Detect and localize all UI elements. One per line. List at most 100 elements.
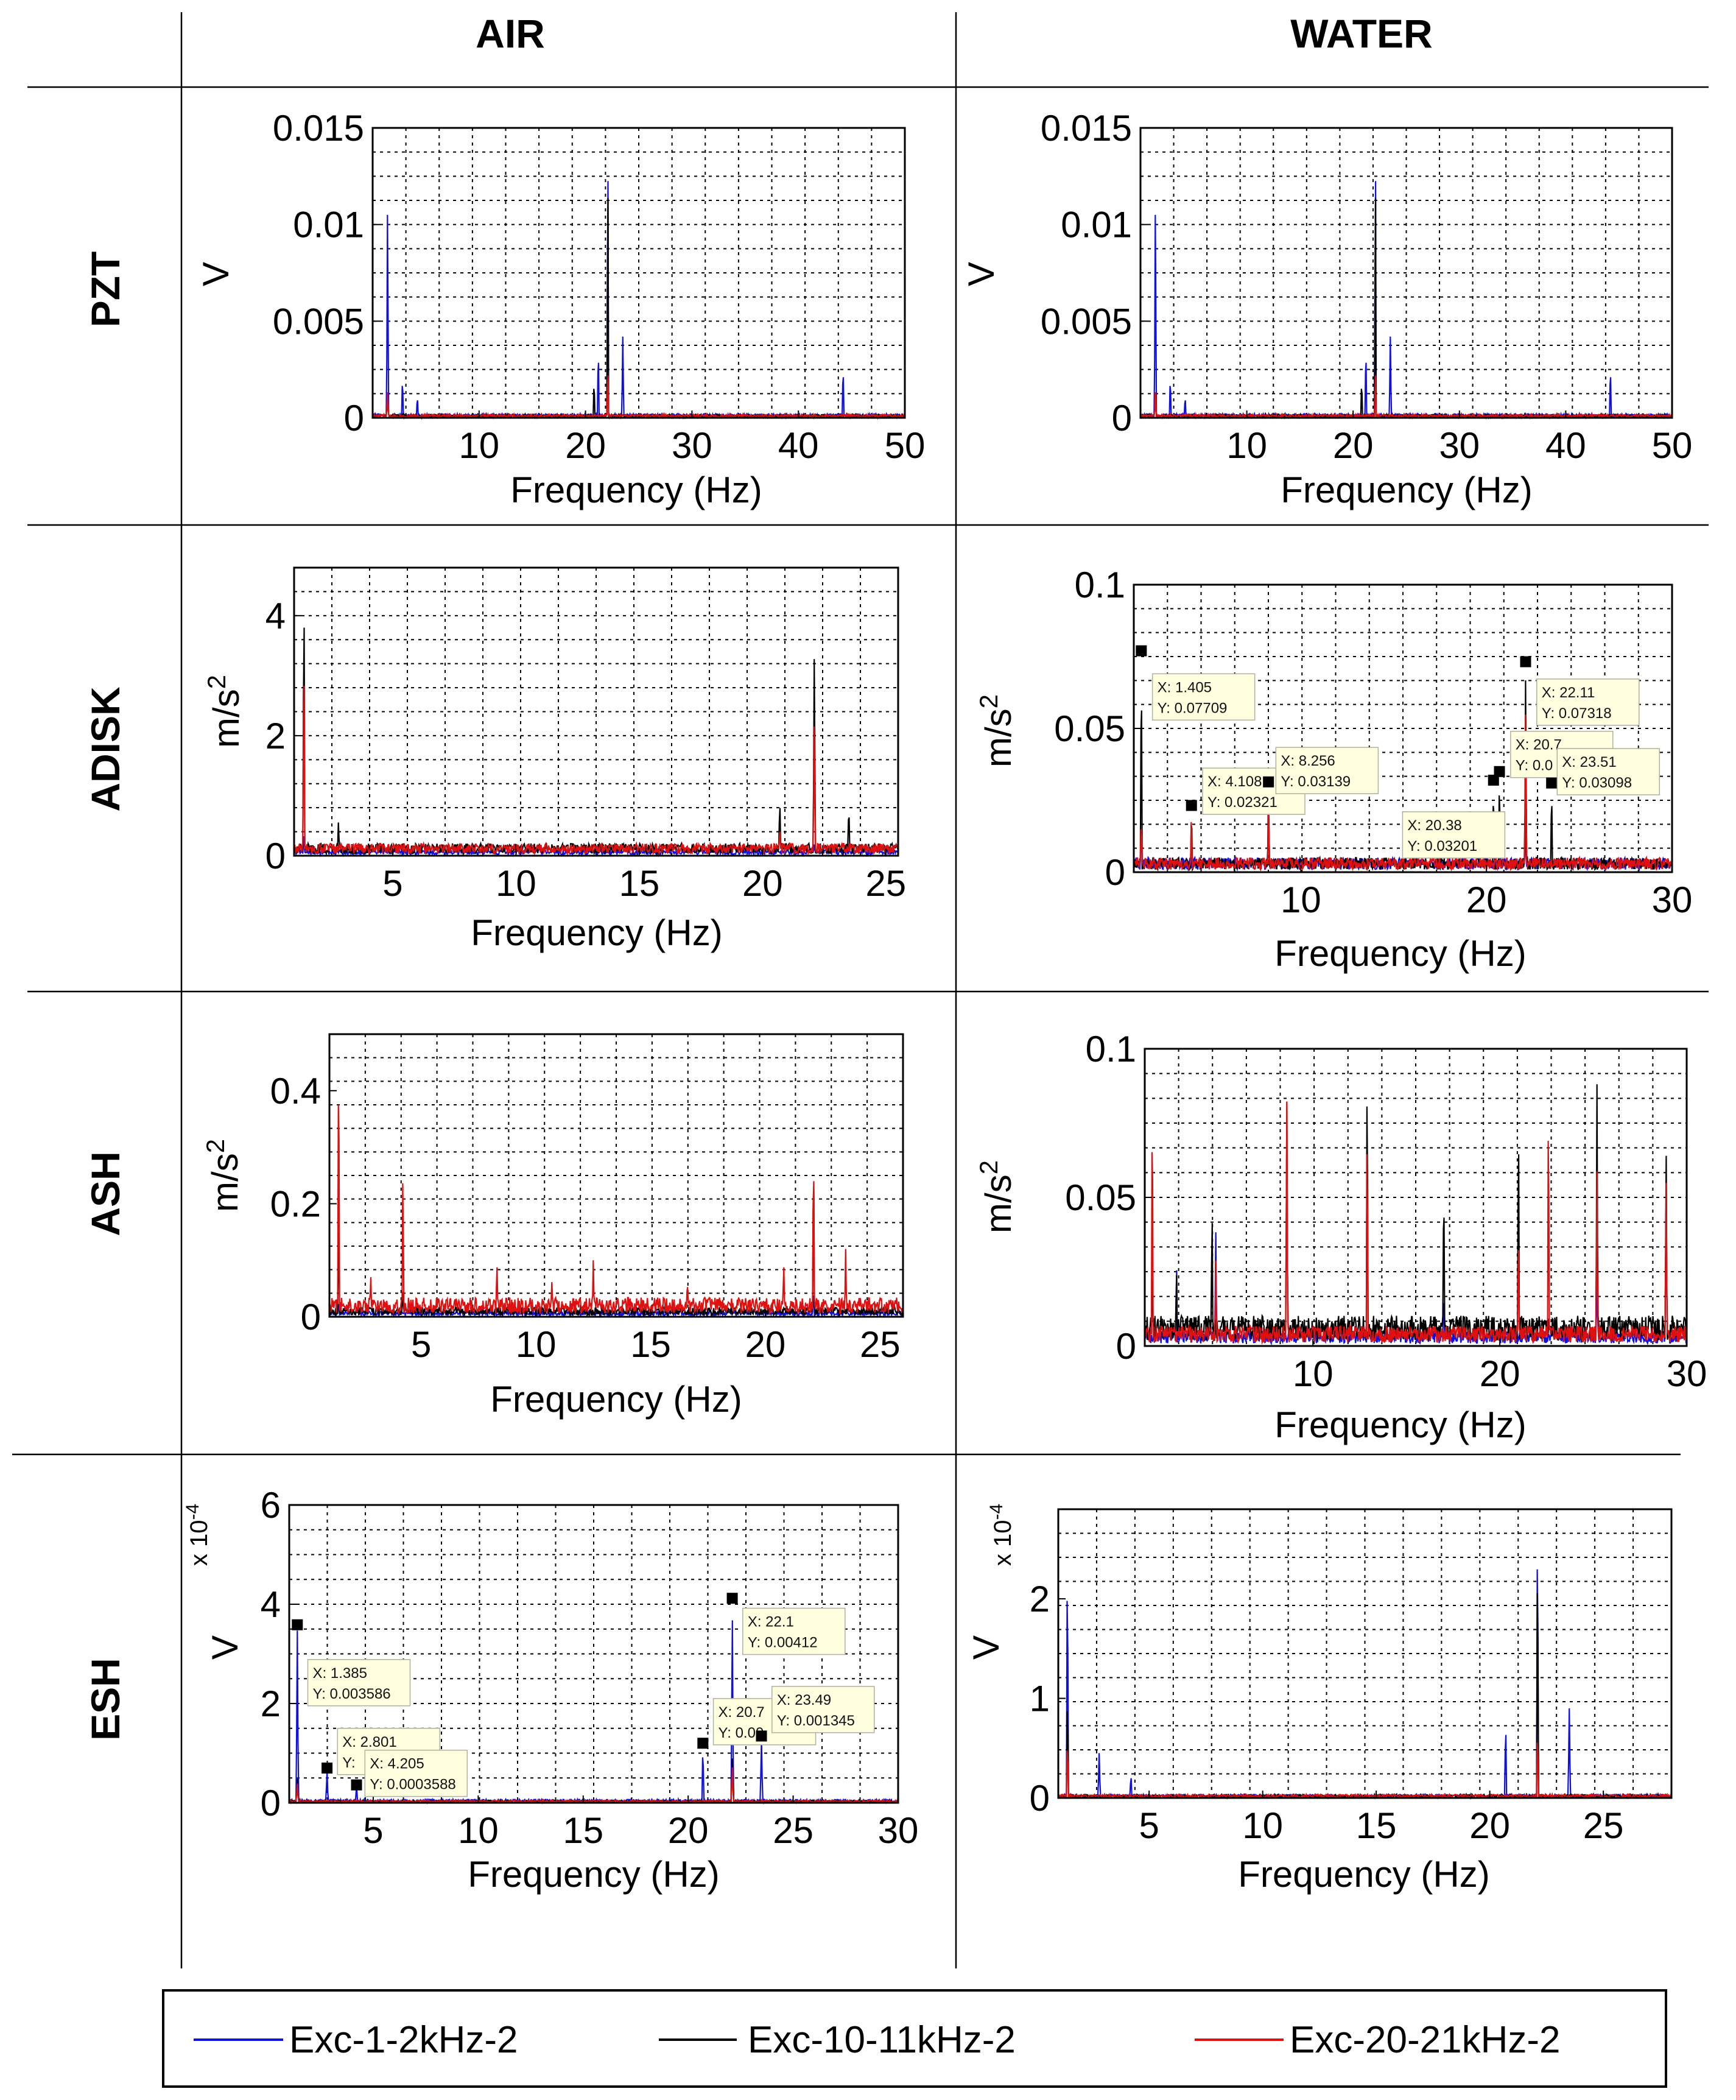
y-exponent-label: x 10-4 — [986, 1504, 1016, 1566]
datatip-marker — [322, 1762, 333, 1774]
datatip-marker — [697, 1738, 709, 1749]
y-tick-label: 0 — [1112, 398, 1132, 439]
gridlines — [1145, 1049, 1687, 1346]
datatip-marker — [292, 1619, 303, 1630]
x-tick-label: 10 — [1293, 1353, 1334, 1394]
x-tick-label: 5 — [1139, 1805, 1159, 1846]
datatip-box — [771, 1686, 875, 1733]
datatip-box — [1275, 747, 1379, 794]
datatip-x: X: 1.405 — [1158, 679, 1212, 696]
datatip-x: X: 22.11 — [1542, 685, 1595, 701]
chart-adisk-air: 5 10 15 20 25 0 2 4 Frequency (Hz) m/s2 — [202, 566, 906, 953]
datatip-y: Y: 0.02321 — [1207, 794, 1277, 811]
x-tick-label: 50 — [1652, 425, 1693, 466]
x-tick-label: 30 — [878, 1810, 919, 1851]
datatip-x: X: 22.1 — [748, 1614, 794, 1630]
table-grid — [12, 12, 1709, 1968]
x-tick-label: 5 — [382, 863, 402, 904]
y-axis-label: V — [205, 1635, 245, 1660]
plot-frame — [1139, 127, 1673, 419]
legend-label-exc-1-2khz: Exc-1-2kHz-2 — [289, 2019, 518, 2061]
column-header-water: WATER — [1290, 11, 1432, 56]
datatip-box — [1536, 678, 1640, 726]
x-axis-label: Frequency (Hz) — [1281, 470, 1532, 510]
datatip-box — [364, 1749, 468, 1797]
x-tick-label: 25 — [860, 1324, 901, 1365]
datatip-box — [1556, 748, 1660, 795]
x-tick-label: 30 — [1439, 425, 1480, 466]
x-tick-label: 20 — [1333, 425, 1374, 466]
x-tick-label: 5 — [411, 1324, 431, 1365]
gridlines — [329, 1034, 903, 1317]
y-tick-label: 0.005 — [1041, 301, 1132, 342]
x-tick-label: 10 — [516, 1324, 557, 1365]
x-axis-label: Frequency (Hz) — [1274, 933, 1526, 974]
datatip-marker — [1263, 776, 1274, 788]
x-tick-label: 25 — [1583, 1805, 1624, 1846]
y-tick-label: 1 — [1030, 1679, 1050, 1719]
y-tick-label: 0 — [301, 1297, 321, 1337]
datatip-box — [742, 1607, 846, 1655]
series-line-2 — [293, 686, 899, 856]
y-tick-label: 0.1 — [1075, 565, 1125, 605]
y-tick-label: 4 — [261, 1584, 281, 1625]
x-tick-label: 20 — [668, 1810, 709, 1851]
y-tick-label: 0 — [1105, 852, 1125, 893]
datatip-y: Y: 0.07709 — [1158, 700, 1228, 716]
datatip-y: Y: 0.0003588 — [370, 1777, 455, 1793]
y-tick-label: 0.05 — [1065, 1177, 1136, 1218]
datatip-marker — [1546, 777, 1558, 789]
datatip-marker — [726, 1593, 738, 1604]
y-tick-label: 0.01 — [1061, 205, 1132, 245]
series-line-2 — [1144, 1101, 1688, 1345]
datatip-marker — [1488, 774, 1499, 786]
y-tick-label: 2 — [261, 1683, 281, 1724]
x-tick-label: 25 — [773, 1810, 814, 1851]
datatip-y: Y: 0.0 — [1516, 758, 1553, 774]
datatip-y: Y: 0.03098 — [1562, 775, 1632, 791]
y-axis-label: V — [966, 1635, 1007, 1660]
y-exponent-label: x 10-4 — [183, 1504, 213, 1566]
x-tick-label: 15 — [563, 1810, 603, 1851]
datatip-box — [307, 1659, 411, 1707]
legend-box — [162, 1989, 1667, 2088]
plot-frame — [293, 566, 899, 857]
series-line-2 — [1140, 375, 1673, 420]
x-tick-label: 30 — [1652, 879, 1693, 920]
y-tick-label: 4 — [265, 596, 286, 636]
x-tick-label: 15 — [1356, 1805, 1397, 1846]
chart-esh-water: 5 10 15 20 25 0 1 2 Frequency (Hz) Vx 10-4 — [966, 1504, 1673, 1895]
x-tick-label: 10 — [459, 425, 499, 466]
x-tick-label: 30 — [1667, 1353, 1707, 1394]
y-tick-label: 2 — [1030, 1579, 1050, 1619]
datatip-y: Y: 0.00412 — [748, 1635, 818, 1651]
y-tick-label: 0.015 — [273, 108, 364, 149]
y-tick-label: 0.005 — [273, 301, 364, 342]
y-axis-label: m/s2 — [974, 694, 1019, 767]
x-tick-label: 5 — [363, 1810, 383, 1851]
datatip-x: X: 23.49 — [777, 1692, 831, 1708]
gridlines — [1140, 128, 1672, 418]
y-tick-label: 0 — [1116, 1326, 1136, 1367]
legend: Exc-1-2kHz-2 Exc-10-11kHz-2 Exc-20-21kHz… — [162, 1989, 1667, 2088]
y-tick-label: 0 — [344, 398, 364, 439]
row-header-adisk: ADISK — [83, 686, 128, 812]
table-headers: AIR WATER PZT ADISK ASH ESH — [83, 11, 1433, 1741]
y-tick-label: 6 — [261, 1485, 281, 1526]
y-axis-label: V — [961, 262, 1002, 286]
datatip-x: X: 2.801 — [342, 1734, 396, 1750]
x-tick-label: 10 — [496, 863, 536, 904]
datatip-marker — [1494, 766, 1505, 777]
datatip-y: Y: 0.03139 — [1281, 773, 1351, 790]
legend-label-exc-20-21khz: Exc-20-21kHz-2 — [1290, 2019, 1560, 2061]
series-line-2 — [372, 375, 905, 420]
y-tick-label: 0.01 — [293, 205, 364, 245]
datatip-y: Y: 0.07318 — [1542, 705, 1612, 722]
datatip-y: Y: — [342, 1755, 355, 1771]
x-tick-label: 10 — [1242, 1805, 1283, 1846]
plot-frame — [328, 1033, 904, 1318]
legend-label-exc-10-11khz: Exc-10-11kHz-2 — [748, 2019, 1016, 2061]
series-line-2 — [329, 1104, 904, 1316]
